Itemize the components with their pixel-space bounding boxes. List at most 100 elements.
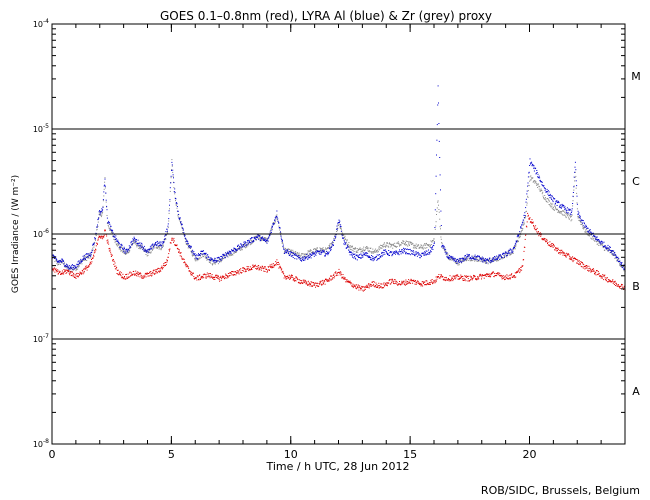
data-point bbox=[304, 282, 305, 283]
data-point bbox=[181, 258, 182, 259]
data-point bbox=[613, 283, 614, 284]
data-point bbox=[99, 214, 100, 215]
data-point bbox=[590, 232, 591, 233]
data-point bbox=[95, 238, 96, 239]
data-point bbox=[292, 255, 293, 256]
data-point bbox=[315, 287, 316, 288]
data-point bbox=[580, 220, 581, 221]
data-point bbox=[73, 267, 74, 268]
data-point bbox=[171, 162, 172, 163]
class-label-c: C bbox=[632, 175, 640, 188]
data-point bbox=[405, 243, 406, 244]
data-point bbox=[623, 270, 624, 271]
data-point bbox=[488, 274, 489, 275]
data-point bbox=[261, 268, 262, 269]
data-point bbox=[68, 266, 69, 267]
data-point bbox=[362, 248, 363, 249]
data-point bbox=[370, 286, 371, 287]
data-point bbox=[575, 167, 576, 168]
data-point bbox=[167, 261, 168, 262]
data-point bbox=[383, 287, 384, 288]
data-point bbox=[171, 176, 172, 177]
data-point bbox=[602, 245, 603, 246]
data-point bbox=[254, 237, 255, 238]
data-point bbox=[442, 243, 443, 244]
data-point bbox=[467, 276, 468, 277]
data-point bbox=[607, 248, 608, 249]
data-point bbox=[578, 217, 579, 218]
data-point bbox=[435, 226, 436, 227]
data-point bbox=[401, 244, 402, 245]
data-point bbox=[116, 238, 117, 239]
data-point bbox=[409, 283, 410, 284]
data-point bbox=[211, 277, 212, 278]
data-point bbox=[344, 240, 345, 241]
data-point bbox=[322, 250, 323, 251]
data-point bbox=[350, 281, 351, 282]
data-point bbox=[176, 202, 177, 203]
data-point bbox=[495, 257, 496, 258]
data-point bbox=[576, 188, 577, 189]
data-point bbox=[406, 244, 407, 245]
data-point bbox=[74, 268, 75, 269]
data-point bbox=[384, 242, 385, 243]
data-point bbox=[314, 285, 315, 286]
data-point bbox=[506, 274, 507, 275]
data-point bbox=[340, 224, 341, 225]
data-point bbox=[347, 244, 348, 245]
data-point bbox=[481, 275, 482, 276]
data-point bbox=[115, 239, 116, 240]
data-point bbox=[550, 195, 551, 196]
data-point bbox=[416, 251, 417, 252]
data-point bbox=[215, 258, 216, 259]
data-point bbox=[120, 271, 121, 272]
data-point bbox=[177, 208, 178, 209]
data-point bbox=[243, 271, 244, 272]
data-point bbox=[379, 246, 380, 247]
data-point bbox=[426, 254, 427, 255]
data-point bbox=[480, 261, 481, 262]
data-point bbox=[352, 253, 353, 254]
data-point bbox=[208, 275, 209, 276]
data-point bbox=[70, 272, 71, 273]
data-point bbox=[262, 266, 263, 267]
data-point bbox=[200, 258, 201, 259]
data-point bbox=[534, 183, 535, 184]
data-point bbox=[125, 249, 126, 250]
data-point bbox=[430, 240, 431, 241]
data-point bbox=[549, 191, 550, 192]
data-point bbox=[133, 240, 134, 241]
data-point bbox=[96, 245, 97, 246]
data-point bbox=[228, 253, 229, 254]
data-point bbox=[340, 275, 341, 276]
data-point bbox=[54, 261, 55, 262]
data-point bbox=[441, 239, 442, 240]
data-point bbox=[387, 285, 388, 286]
data-point bbox=[434, 243, 435, 244]
data-point bbox=[453, 279, 454, 280]
data-point bbox=[320, 282, 321, 283]
data-point bbox=[456, 277, 457, 278]
data-point bbox=[333, 277, 334, 278]
data-point bbox=[353, 287, 354, 288]
data-point bbox=[423, 245, 424, 246]
data-point bbox=[539, 176, 540, 177]
data-point bbox=[514, 276, 515, 277]
data-point bbox=[515, 248, 516, 249]
data-point bbox=[466, 277, 467, 278]
data-point bbox=[555, 206, 556, 207]
data-point bbox=[352, 247, 353, 248]
data-point bbox=[413, 252, 414, 253]
data-point bbox=[584, 223, 585, 224]
data-point bbox=[485, 260, 486, 261]
data-point bbox=[553, 209, 554, 210]
data-point bbox=[258, 267, 259, 268]
data-point bbox=[426, 247, 427, 248]
data-point bbox=[517, 236, 518, 237]
data-point bbox=[93, 257, 94, 258]
data-point bbox=[162, 243, 163, 244]
data-point bbox=[322, 284, 323, 285]
data-point bbox=[246, 245, 247, 246]
data-point bbox=[539, 177, 540, 178]
data-point bbox=[570, 209, 571, 210]
